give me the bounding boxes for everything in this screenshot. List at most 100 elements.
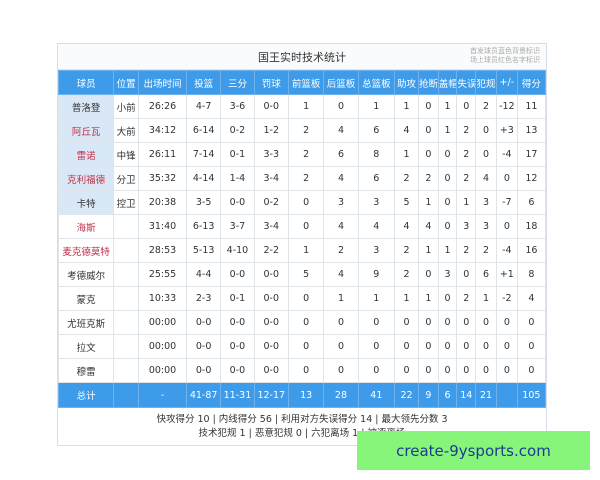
stat-cell: 1-4	[220, 166, 255, 191]
stat-cell: 34:12	[138, 118, 187, 143]
stat-cell: 0	[437, 358, 458, 383]
stat-cell	[113, 286, 140, 311]
total-cell: 11-31	[220, 382, 255, 408]
total-cell: 14	[456, 382, 477, 408]
stat-cell: 0	[357, 358, 396, 383]
stat-cell: 1-2	[253, 118, 289, 143]
title-bar: 国王实时技术统计 首发球员蓝色背景标识 场上球员红色名字标识	[58, 44, 546, 70]
stat-cell: 8	[357, 142, 396, 167]
stat-cell: 0-2	[253, 190, 289, 215]
stat-cell: 35:32	[138, 166, 187, 191]
player-name[interactable]: 克利福德	[57, 166, 115, 191]
stat-cell: 0-0	[220, 358, 255, 383]
total-cell: 9	[417, 382, 439, 408]
stat-cell: 0-0	[185, 358, 222, 383]
stat-cell: 3-4	[253, 214, 289, 239]
stat-cell: 2-2	[253, 238, 289, 263]
stat-cell: 18	[516, 214, 547, 239]
stat-cell: 0	[357, 334, 396, 359]
player-name[interactable]: 穆雷	[57, 358, 115, 383]
stat-cell: 25:55	[138, 262, 187, 287]
player-name[interactable]: 尤班克斯	[57, 310, 115, 335]
legend-on-court: 场上球员红色名字标识	[470, 56, 540, 64]
stat-cell: 3-3	[253, 142, 289, 167]
total-cell: 41-87	[185, 382, 222, 408]
total-cell: -	[138, 382, 187, 408]
stat-cell: 2	[394, 166, 419, 191]
stat-cell: 9	[357, 262, 396, 287]
column-header[interactable]: 球员	[57, 70, 115, 95]
stat-cell: 0	[323, 358, 359, 383]
stat-cell: 1	[323, 286, 359, 311]
player-name[interactable]: 考德威尔	[57, 262, 115, 287]
stat-cell: 0	[437, 142, 458, 167]
column-header[interactable]: 得分	[516, 70, 547, 95]
player-row: 拉文 00:00 0-0 0-0 0-0 0 0 0 0 0 0 0 0 0 0	[57, 334, 547, 359]
player-row: 蒙克 10:33 2-3 0-1 0-0 0 1 1 1 1 0 2 1 -2 4	[57, 286, 547, 311]
player-name[interactable]: 蒙克	[57, 286, 115, 311]
column-header[interactable]: 前篮板	[287, 70, 325, 95]
total-cell: 22	[394, 382, 419, 408]
stat-cell: 1	[417, 190, 439, 215]
stat-cell: 00:00	[138, 310, 187, 335]
column-header[interactable]: 罚球	[253, 70, 289, 95]
stat-cell: 4-10	[220, 238, 255, 263]
stat-cell: -2	[495, 286, 518, 311]
stat-cell: 26:26	[138, 94, 187, 119]
player-name[interactable]: 拉文	[57, 334, 115, 359]
stat-cell: 0	[437, 214, 458, 239]
stat-cell: 0	[417, 118, 439, 143]
player-name[interactable]: 麦克德莫特	[57, 238, 115, 263]
column-header[interactable]: 助攻	[394, 70, 419, 95]
stat-cell: 1	[475, 286, 497, 311]
stat-cell: 0	[287, 190, 325, 215]
total-cell: 41	[357, 382, 396, 408]
total-cell: 12-17	[253, 382, 289, 408]
stat-cell: 0-0	[220, 310, 255, 335]
stat-cell: -7	[495, 190, 518, 215]
stat-cell: 16	[516, 238, 547, 263]
total-cell: 13	[287, 382, 325, 408]
column-header[interactable]: 位置	[113, 70, 140, 95]
stat-cell: 0	[456, 358, 477, 383]
stat-cell: 0	[357, 310, 396, 335]
stat-cell: 3	[475, 190, 497, 215]
summary-footer: 快攻得分 10 | 内线得分 56 | 利用对方失误得分 14 | 最大领先分数…	[58, 408, 546, 445]
column-header[interactable]: 投篮	[185, 70, 222, 95]
column-header[interactable]: 总篮板	[357, 70, 396, 95]
stat-cell: -4	[495, 238, 518, 263]
column-header[interactable]: 后篮板	[323, 70, 359, 95]
stat-cell: 0	[287, 310, 325, 335]
stat-cell: 0	[287, 214, 325, 239]
column-header[interactable]: +/-	[495, 70, 518, 95]
player-name[interactable]: 雷诺	[57, 142, 115, 167]
stat-cell: 4	[357, 214, 396, 239]
stat-cell: 1	[394, 142, 419, 167]
player-name[interactable]: 阿丘瓦	[57, 118, 115, 143]
stat-cell: 1	[287, 94, 325, 119]
total-cell: 总计	[57, 382, 115, 408]
stat-cell: 1	[357, 286, 396, 311]
stat-cell: 0-0	[253, 286, 289, 311]
column-header[interactable]: 盖帽	[437, 70, 458, 95]
stat-cell: 0	[456, 94, 477, 119]
stat-cell: 4	[323, 214, 359, 239]
player-name[interactable]: 海斯	[57, 214, 115, 239]
stat-cell: 0	[516, 310, 547, 335]
column-header[interactable]: 三分	[220, 70, 255, 95]
column-header[interactable]: 失误	[456, 70, 477, 95]
stat-cell: 2	[287, 142, 325, 167]
column-header[interactable]: 抢断	[417, 70, 439, 95]
column-header[interactable]: 犯规	[475, 70, 497, 95]
stat-cell: 0-1	[220, 142, 255, 167]
stat-cell: 4	[394, 118, 419, 143]
stat-cell: -4	[495, 142, 518, 167]
column-header[interactable]: 出场时间	[138, 70, 187, 95]
stat-cell: 1	[394, 94, 419, 119]
stat-cell: 6	[357, 118, 396, 143]
stat-cell: 4	[323, 118, 359, 143]
stat-cell: 0	[417, 334, 439, 359]
player-name[interactable]: 普洛登	[57, 94, 115, 119]
player-name[interactable]: 卡特	[57, 190, 115, 215]
stat-cell: 5-13	[185, 238, 222, 263]
